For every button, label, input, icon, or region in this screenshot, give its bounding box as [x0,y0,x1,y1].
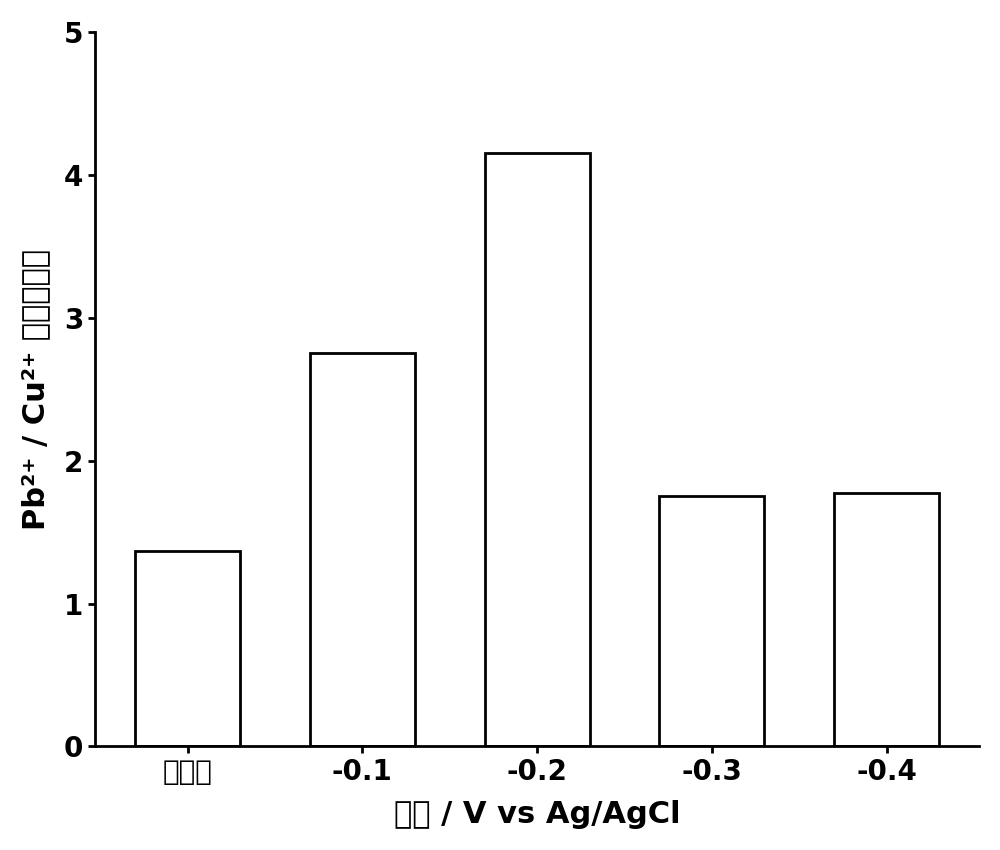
Bar [135,551,240,746]
Bar [834,494,939,746]
Bar [485,153,590,746]
Bar [659,496,764,746]
X-axis label: 电压 / V vs Ag/AgCl: 电压 / V vs Ag/AgCl [394,800,680,829]
Y-axis label: Pb²⁺ / Cu²⁺ 选择性系数: Pb²⁺ / Cu²⁺ 选择性系数 [21,249,50,530]
Bar [310,354,415,746]
